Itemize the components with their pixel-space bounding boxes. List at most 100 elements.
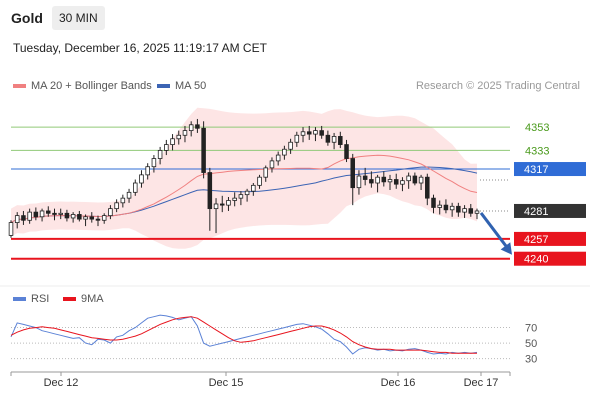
candle-body	[418, 176, 424, 184]
level-tag-4317	[514, 162, 586, 177]
candle-body	[238, 194, 244, 199]
candle-body	[387, 179, 393, 183]
candle-body	[39, 210, 45, 218]
legend-ma20-label: MA 20 + Bollinger Bands	[31, 80, 152, 92]
candle-body	[393, 179, 399, 185]
rsi-tick-50: 50	[525, 338, 537, 350]
candle-body	[58, 212, 63, 215]
level-label-4257: 4257	[524, 234, 548, 246]
projection-arrow-shaft	[479, 212, 510, 250]
candle-body	[188, 124, 194, 132]
candle-body	[232, 197, 237, 201]
candle-body	[369, 179, 374, 184]
candle-body	[356, 175, 362, 189]
level-tag-4240	[514, 251, 586, 266]
candle-body	[139, 174, 144, 184]
instrument-title: Gold	[11, 10, 43, 26]
candle-body	[195, 124, 200, 129]
candle-body	[462, 208, 467, 213]
level-label-4317: 4317	[524, 164, 548, 176]
candle-body	[33, 211, 39, 218]
candle-body	[101, 215, 107, 221]
candle-body	[313, 130, 318, 135]
candle-body	[437, 204, 442, 208]
legend-rsi-ma-label: 9MA	[81, 293, 104, 305]
candle-body	[157, 150, 163, 159]
candle-body	[474, 210, 480, 214]
rsi-ma-line	[10, 316, 477, 354]
candle-body	[331, 136, 337, 143]
legend-ma50: MA 50	[157, 80, 206, 92]
candle-body	[176, 134, 182, 140]
candle-body	[300, 131, 306, 136]
level-label-4353: 4353	[525, 122, 549, 134]
candle-body	[269, 160, 275, 169]
candle-body	[120, 197, 126, 204]
x-tick-label: Dec 16	[381, 377, 416, 389]
candle-body	[425, 176, 430, 199]
copyright-text: Research © 2025 Trading Central	[415, 80, 580, 92]
candle-body	[70, 214, 76, 219]
current-price-tag	[514, 203, 586, 218]
candle-body	[406, 175, 411, 182]
candle-body	[207, 172, 213, 210]
candle-body	[319, 130, 324, 136]
candles	[8, 118, 480, 238]
candle-body	[108, 208, 113, 217]
current-price-label: 4281	[524, 206, 548, 218]
ma20-swatch	[13, 84, 26, 89]
candle-body	[350, 158, 355, 189]
candle-body	[431, 197, 436, 208]
candle-body	[182, 130, 188, 136]
candle-body	[362, 175, 368, 180]
x-tick-label: Dec 12	[44, 377, 79, 389]
candle-body	[114, 202, 119, 210]
candle-body	[21, 215, 26, 221]
candle-body	[170, 138, 175, 145]
candle-body	[201, 127, 206, 173]
candle-body	[52, 212, 57, 215]
candle-body	[14, 215, 20, 224]
datetime-stamp: Tuesday, December 16, 2025 11:19:17 AM C…	[13, 41, 267, 55]
candle-body	[443, 204, 449, 211]
candle-body	[412, 175, 418, 184]
x-tick-label: Dec 17	[464, 377, 499, 389]
x-tick-label: Dec 15	[209, 377, 244, 389]
ma20-line	[10, 154, 478, 224]
candle-body	[400, 180, 405, 185]
candle-body	[126, 191, 132, 199]
legend-rsi-ma: 9MA	[63, 293, 104, 305]
candle-body	[8, 222, 14, 236]
rsi-tick-30: 30	[525, 354, 537, 366]
candle-body	[468, 208, 474, 214]
candle-body	[77, 214, 82, 220]
candle-body	[164, 144, 169, 151]
candle-body	[226, 200, 231, 206]
timeframe-tab[interactable]: 30 MIN	[52, 6, 105, 30]
legend-rsi: RSI	[13, 293, 49, 305]
candle-body	[151, 158, 157, 168]
rsi-swatch	[13, 297, 26, 302]
candle-body	[95, 218, 101, 221]
candle-body	[257, 176, 262, 186]
candle-body	[344, 144, 349, 159]
candle-body	[338, 136, 343, 145]
candle-body	[288, 141, 293, 150]
candle-body	[375, 176, 380, 184]
rsi-ma-swatch	[63, 297, 76, 302]
ma50-swatch	[157, 84, 170, 89]
candle-body	[325, 134, 331, 143]
candle-body	[381, 176, 387, 183]
projection-arrow-head	[500, 242, 512, 255]
candle-body	[263, 167, 269, 178]
candle-body	[456, 205, 461, 213]
level-label-4240: 4240	[524, 254, 548, 266]
candle-body	[27, 211, 32, 221]
candle-body	[64, 212, 70, 219]
candle-body	[275, 154, 281, 162]
level-tag-4257	[514, 231, 586, 246]
candle-body	[89, 216, 95, 220]
rsi-tick-70: 70	[525, 323, 537, 335]
candle-body	[294, 134, 300, 143]
